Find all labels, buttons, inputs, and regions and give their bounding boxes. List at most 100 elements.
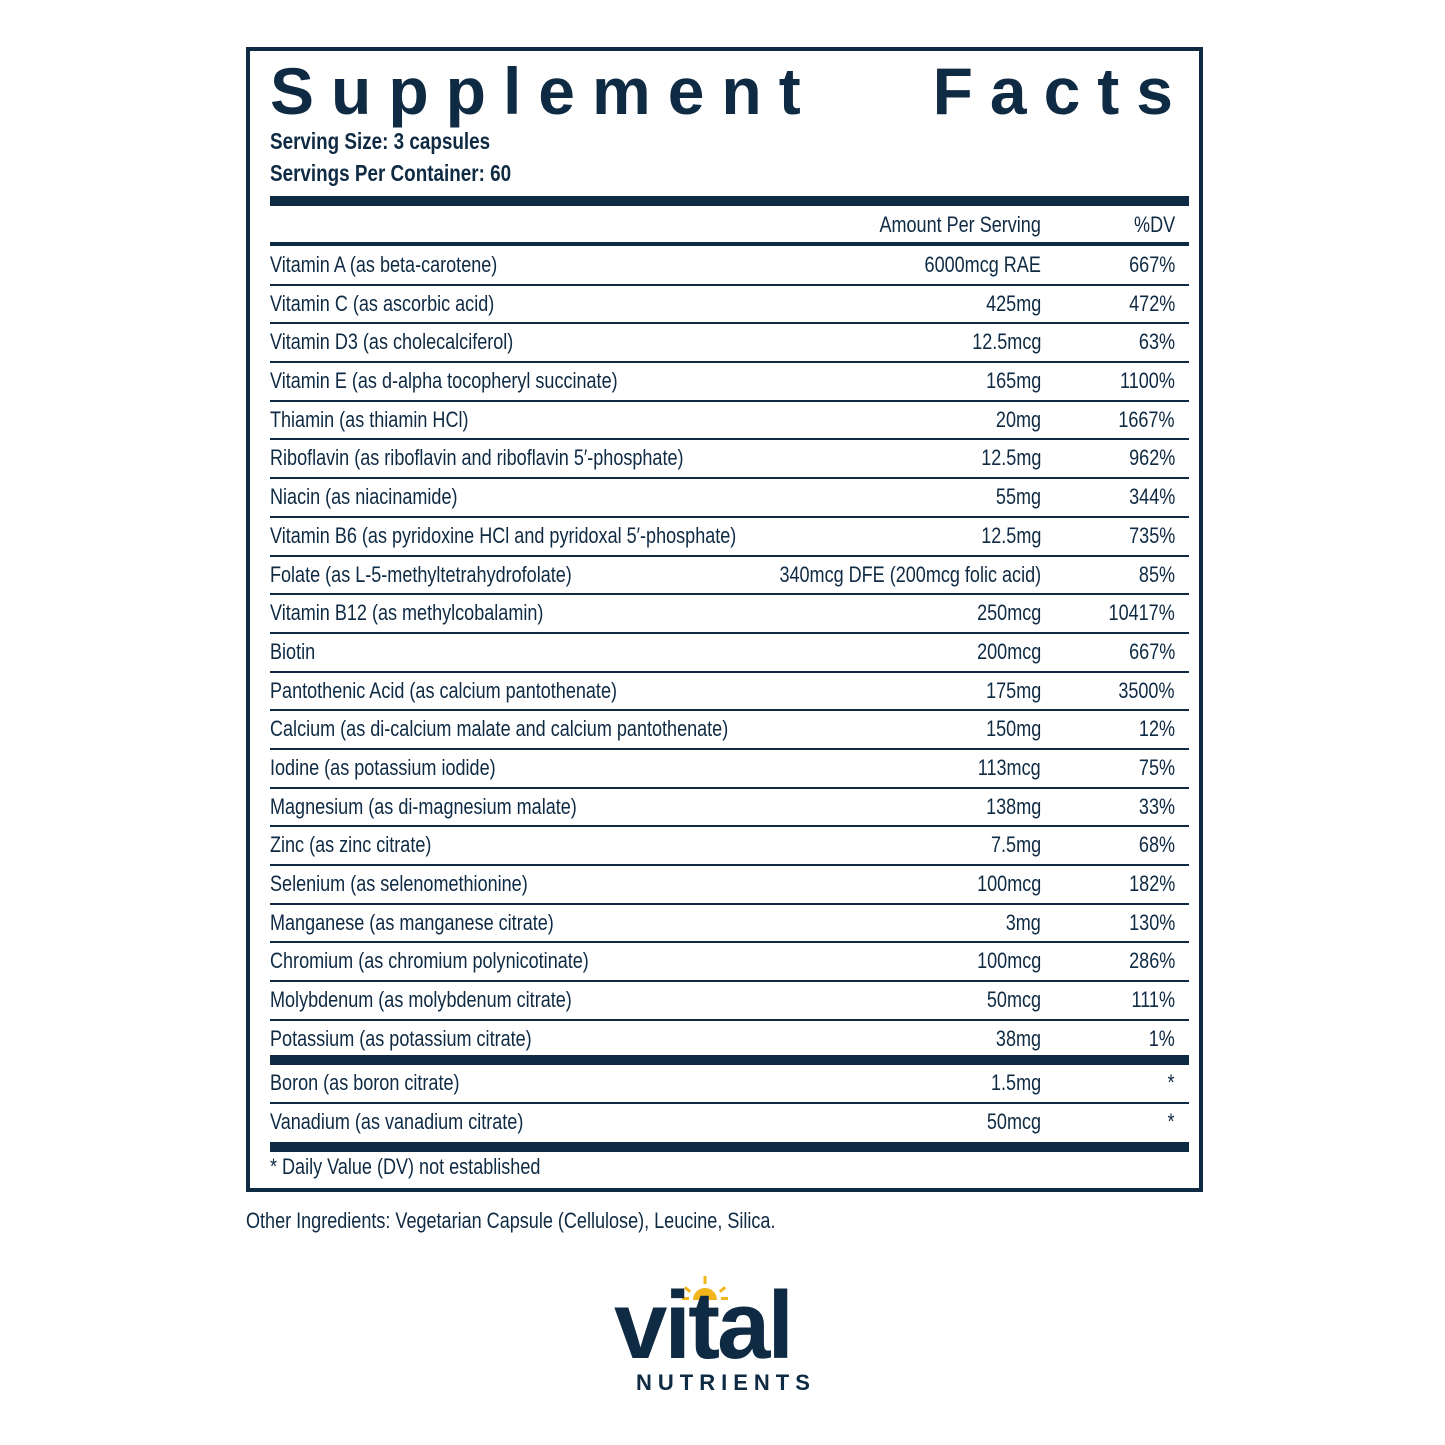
- nutrient-amount: 150mg: [985, 716, 1041, 742]
- nutrient-name: Iodine (as potassium iodide): [270, 754, 496, 780]
- nutrient-amount: 1.5mg: [990, 1070, 1041, 1095]
- nutrient-row: Vitamin B12 (as methylcobalamin) 250mcg 10…: [270, 595, 1189, 634]
- nutrient-name: Calcium (as di-calcium malate and calciu…: [270, 716, 729, 742]
- other-ingredients: Other Ingredients: Vegetarian Capsule (C…: [246, 1208, 776, 1233]
- nutrient-dv: 63%: [1138, 329, 1175, 355]
- nutrient-name: Vitamin C (as ascorbic acid): [270, 290, 495, 316]
- nutrient-name: Chromium (as chromium polynicotinate): [270, 948, 589, 974]
- dv-footnote: * Daily Value (DV) not established: [270, 1154, 541, 1179]
- nutrient-dv: 1667%: [1118, 406, 1175, 432]
- supplement-facts-panel: Supplement Facts Serving Size: 3 capsule…: [246, 47, 1203, 1192]
- nutrient-dv: 182%: [1128, 871, 1175, 896]
- nutrient-dv: *: [1167, 1108, 1175, 1134]
- nutrient-amount: 55mg: [995, 484, 1041, 510]
- nutrient-row: Manganese (as manganese citrate) 3mg 130%: [270, 905, 1189, 944]
- nutrient-name: Vitamin B12 (as methylcobalamin): [270, 600, 544, 626]
- nutrient-row: Riboflavin (as riboflavin and riboflavin…: [270, 440, 1189, 480]
- servings-per-container: Servings Per Container: 60: [270, 160, 512, 186]
- nutrient-amount: 12.5mg: [980, 522, 1041, 548]
- nutrient-row: Calcium (as di-calcium malate and calciu…: [270, 711, 1189, 750]
- nutrient-amount: 3mg: [1005, 909, 1041, 935]
- title-word-facts: Facts: [932, 54, 1190, 128]
- divider-thick-top: [270, 196, 1189, 206]
- nutrient-amount: 6000mcg RAE: [924, 252, 1041, 277]
- nutrient-dv: 1%: [1148, 1025, 1175, 1051]
- nutrient-name: Folate (as L-5-methyltetrahydrofolate): [270, 561, 572, 587]
- nutrient-name: Vitamin D3 (as cholecalciferol): [270, 329, 514, 355]
- brand-logo: vital NUTRIENTS: [612, 1272, 842, 1398]
- nutrient-dv: 33%: [1138, 793, 1175, 819]
- nutrient-name: Manganese (as manganese citrate): [270, 909, 554, 935]
- nutrient-amount: 7.5mg: [990, 832, 1041, 858]
- nutrient-name: Niacin (as niacinamide): [270, 484, 458, 510]
- nutrient-name: Boron (as boron citrate): [270, 1070, 460, 1095]
- nutrient-amount: 138mg: [985, 793, 1041, 819]
- nutrient-row: Vitamin A (as beta-carotene) 6000mcg RAE 6…: [270, 247, 1189, 286]
- nutrient-row: Vitamin E (as d-alpha tocopheryl succina…: [270, 363, 1189, 402]
- nutrient-dv: *: [1167, 1070, 1175, 1095]
- nutrient-row: Chromium (as chromium polynicotinate) 100…: [270, 943, 1189, 983]
- nutrient-dv: 130%: [1128, 909, 1175, 935]
- nutrient-amount: 38mg: [995, 1025, 1041, 1051]
- nutrient-amount: 165mg: [985, 368, 1041, 394]
- nutrient-dv: 10417%: [1108, 600, 1175, 626]
- nutrient-dv: 962%: [1128, 445, 1175, 471]
- nutrient-dv: 344%: [1128, 484, 1175, 510]
- nutrient-row: Thiamin (as thiamin HCl) 20mg 1667%: [270, 402, 1189, 441]
- header-amount: Amount Per Serving: [879, 212, 1041, 237]
- brand-subline: NUTRIENTS: [636, 1370, 816, 1395]
- nutrient-amount: 175mg: [985, 677, 1041, 703]
- nutrient-amount: 12.5mcg: [971, 329, 1041, 355]
- nutrient-dv: 75%: [1138, 754, 1175, 780]
- nutrient-amount: 50mcg: [986, 1108, 1041, 1134]
- nutrient-row: Pantothenic Acid (as calcium pantothenat…: [270, 673, 1189, 712]
- nutrient-amount: 250mcg: [976, 600, 1041, 626]
- divider-thick-bottom: [270, 1142, 1189, 1152]
- nutrient-amount: 100mcg: [976, 871, 1041, 896]
- nutrient-row: Magnesium (as di-magnesium malate) 138mg 3…: [270, 789, 1189, 828]
- sun-icon: [682, 1276, 728, 1300]
- nutrient-row: Zinc (as zinc citrate) 7.5mg 68%: [270, 827, 1189, 866]
- nutrient-dv: 667%: [1128, 252, 1175, 277]
- nutrient-row: Vitamin B6 (as pyridoxine HCl and pyrido…: [270, 518, 1189, 557]
- nutrient-name: Vitamin B6 (as pyridoxine HCl and pyrido…: [270, 522, 737, 548]
- nutrient-dv: 286%: [1128, 948, 1175, 974]
- nutrient-row: Selenium (as selenomethionine) 100mcg 182%: [270, 866, 1189, 905]
- nutrient-dv: 1100%: [1120, 368, 1175, 394]
- nutrient-name: Magnesium (as di-magnesium malate): [270, 793, 577, 819]
- nutrient-dv: 85%: [1138, 561, 1175, 587]
- nutrient-name: Riboflavin (as riboflavin and riboflavin…: [270, 445, 684, 471]
- nutrient-amount: 100mcg: [976, 948, 1041, 974]
- nutrient-amount: 113mcg: [978, 754, 1041, 780]
- nutrient-table: Vitamin A (as beta-carotene) 6000mcg RAE 6…: [270, 247, 1189, 1059]
- nutrient-amount: 12.5mg: [980, 445, 1041, 471]
- nutrient-row: Molybdenum (as molybdenum citrate) 50mcg 1…: [270, 982, 1189, 1021]
- nutrient-row: Potassium (as potassium citrate) 38mg 1%: [270, 1021, 1189, 1060]
- nutrient-amount: 425mg: [985, 290, 1041, 316]
- brand-wordmark: vital: [614, 1272, 794, 1379]
- nutrient-table-no-dv: Boron (as boron citrate) 1.5mg * Vanadium (…: [270, 1065, 1189, 1142]
- nutrient-name: Selenium (as selenomethionine): [270, 871, 528, 896]
- nutrient-name: Potassium (as potassium citrate): [270, 1025, 532, 1051]
- nutrient-dv: 667%: [1128, 638, 1175, 664]
- nutrient-name: Molybdenum (as molybdenum citrate): [270, 987, 572, 1013]
- nutrient-amount: 340mcg DFE (200mcg folic acid): [779, 561, 1041, 587]
- nutrient-name: Pantothenic Acid (as calcium pantothenat…: [270, 677, 617, 703]
- panel-title: Supplement Facts: [270, 55, 1190, 127]
- nutrient-amount: 200mcg: [976, 638, 1041, 664]
- nutrient-row: Iodine (as potassium iodide) 113mcg 75%: [270, 750, 1189, 789]
- nutrient-name: Biotin: [270, 638, 316, 664]
- nutrient-dv: 12%: [1138, 716, 1175, 742]
- nutrient-row: Vitamin C (as ascorbic acid) 425mg 472%: [270, 286, 1189, 325]
- nutrient-dv: 472%: [1128, 290, 1175, 316]
- nutrient-name: Vanadium (as vanadium citrate): [270, 1108, 524, 1134]
- nutrient-row: Vanadium (as vanadium citrate) 50mcg *: [270, 1104, 1189, 1143]
- nutrient-row: Vitamin D3 (as cholecalciferol) 12.5mcg 63…: [270, 324, 1189, 364]
- serving-size: Serving Size: 3 capsules: [270, 128, 491, 154]
- nutrient-dv: 111%: [1131, 987, 1175, 1013]
- nutrient-row: Biotin 200mcg 667%: [270, 634, 1189, 673]
- nutrient-name: Vitamin E (as d-alpha tocopheryl succina…: [270, 368, 618, 394]
- nutrient-amount: 20mg: [995, 406, 1041, 432]
- table-header: Amount Per Serving %DV: [270, 207, 1189, 243]
- divider-thick-middle: [270, 1055, 1189, 1065]
